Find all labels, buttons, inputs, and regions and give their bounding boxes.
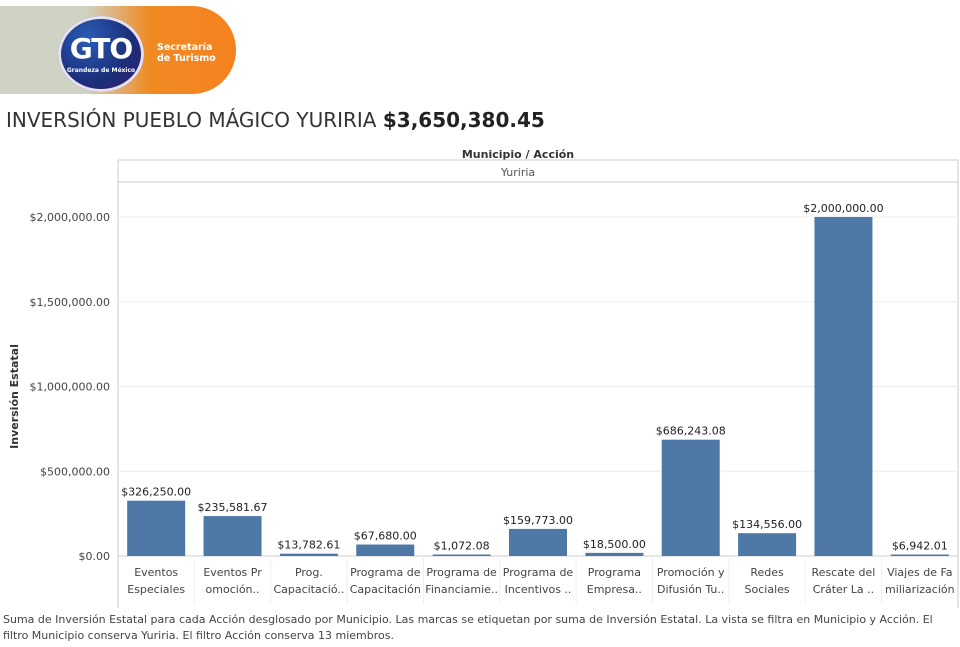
x-tick-label: Capacitació..	[273, 583, 344, 596]
column-header-value: Yuriria	[500, 166, 535, 179]
x-tick-label: Incentivos ..	[505, 583, 572, 596]
x-tick-label: Viajes de Fa	[887, 566, 952, 579]
x-tick-label: Prog.	[295, 566, 323, 579]
y-tick-label: $2,000,000.00	[30, 211, 110, 224]
x-tick-label: omoción..	[206, 583, 260, 596]
y-tick-label: $0.00	[79, 550, 111, 563]
page-title: INVERSIÓN PUEBLO MÁGICO YURIRIA $3,650,3…	[6, 108, 545, 132]
y-tick-label: $1,500,000.00	[30, 296, 110, 309]
x-tick-label: Programa de	[503, 566, 574, 579]
y-tick-label: $1,000,000.00	[30, 381, 110, 394]
bar-value-label: $13,782.61	[277, 539, 340, 552]
bar-value-label: $6,942.01	[892, 540, 948, 553]
x-tick-label: Cráter La ..	[813, 583, 874, 596]
x-tick-label: Promoción y	[657, 566, 725, 579]
bar	[509, 528, 567, 556]
bar-value-label: $1,072.08	[434, 540, 490, 553]
x-tick-label: Programa	[588, 566, 641, 579]
x-tick-label: miliarización	[885, 583, 955, 596]
bar-value-label: $2,000,000.00	[803, 202, 883, 215]
bar-value-label: $134,556.00	[732, 518, 802, 531]
bar	[279, 553, 338, 556]
bar	[890, 554, 949, 556]
bar	[738, 533, 797, 556]
bar-value-label: $18,500.00	[583, 538, 646, 551]
secretaria-line1: Secretaría	[157, 42, 213, 53]
bar	[127, 500, 186, 556]
bar-value-label: $67,680.00	[354, 530, 417, 543]
gto-logo: GTO Grandeza de México	[58, 16, 144, 92]
bar	[661, 439, 720, 556]
bar-value-label: $686,243.08	[656, 425, 726, 438]
logo-brand: GTO	[69, 32, 133, 65]
title-total: $3,650,380.45	[382, 108, 545, 132]
bar	[585, 552, 644, 556]
column-header-title: Municipio / Acción	[462, 148, 574, 161]
bar	[203, 516, 262, 556]
x-tick-label: Programa de	[426, 566, 497, 579]
logo-banner: GTO Grandeza de México Secretaría de Tur…	[0, 6, 236, 94]
secretaria-label: Secretaría de Turismo	[157, 42, 216, 64]
x-tick-label: Especiales	[127, 583, 185, 596]
chart-footnote: Suma de Inversión Estatal para cada Acci…	[3, 613, 933, 642]
bar-chart: Municipio / Acción Yuriria $0.00 $500,000.0…	[8, 148, 959, 608]
bar-value-label: $235,581.67	[198, 501, 268, 514]
x-tick-label: Sociales	[745, 583, 790, 596]
bar-value-label: $159,773.00	[503, 514, 573, 527]
bar	[356, 544, 415, 556]
bar-value-label: $326,250.00	[121, 486, 191, 499]
x-tick-label: Eventos	[134, 566, 178, 579]
x-tick-label: Programa de	[350, 566, 421, 579]
x-tick-label: Rescate del	[812, 566, 876, 579]
title-prefix: INVERSIÓN PUEBLO MÁGICO YURIRIA	[6, 108, 377, 132]
logo-tagline: Grandeza de México	[66, 67, 136, 74]
y-axis-label: Inversión Estatal	[8, 344, 21, 449]
x-tick-label: Financiamie..	[425, 583, 498, 596]
x-tick-label: Redes	[750, 566, 784, 579]
x-tick-label: Capacitación	[350, 583, 421, 596]
y-tick-label: $500,000.00	[40, 465, 110, 478]
bar	[432, 554, 491, 556]
secretaria-line2: de Turismo	[157, 53, 216, 64]
x-tick-label: Eventos Pr	[203, 566, 262, 579]
x-tick-label: Empresa..	[587, 583, 642, 596]
x-tick-label: Difusión Tu..	[657, 583, 724, 596]
bar	[814, 217, 873, 556]
